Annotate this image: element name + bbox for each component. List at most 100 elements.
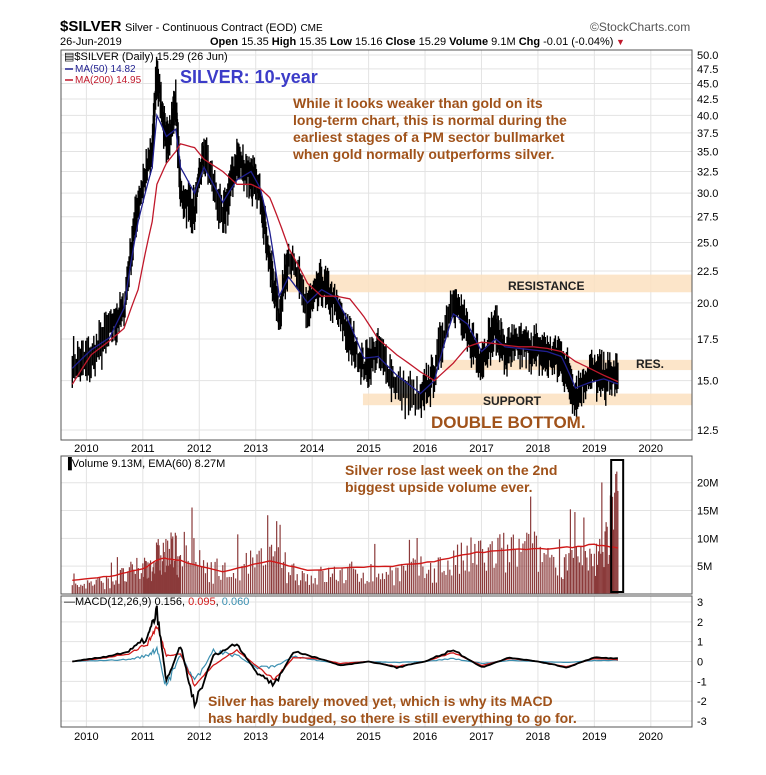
price-tick-label: 35.0 [697, 146, 718, 158]
macd-legend: —MACD(12,26,9) 0.156, 0.095, 0.060 [64, 596, 249, 608]
res-label: RES. [636, 357, 664, 371]
macd-x-tick-label: 2019 [582, 731, 606, 743]
macd-line [72, 605, 618, 710]
price-note-line: long-term chart, this is normal during t… [293, 112, 567, 128]
stockcharts-brand[interactable]: ©StockCharts.com [590, 20, 691, 34]
price-x-tick-label: 2020 [639, 443, 663, 455]
macd-legend-sep: , [216, 596, 222, 608]
low-value: 15.16 [354, 36, 383, 48]
volume-ema-line [72, 543, 619, 581]
chg-down-icon: ▼ [613, 37, 625, 47]
price-tick-label: 25.0 [697, 238, 718, 250]
chart-symbol-line: $SILVER Silver - Continuous Contract (EO… [60, 18, 323, 35]
macd-x-tick-label: 2016 [413, 731, 437, 743]
band-resistance [278, 274, 692, 293]
open-label: Open [210, 36, 239, 48]
close-value: 15.29 [418, 36, 447, 48]
open-value: 15.35 [241, 36, 269, 48]
ma200-legend: MA(200) 14.95 [75, 75, 142, 86]
macd-note-line: Silver has barely moved yet, which is wh… [208, 693, 553, 709]
macd-signal-value: 0.095 [188, 596, 216, 608]
price-x-tick-label: 2018 [526, 443, 550, 455]
price-tick-label: 22.5 [697, 266, 718, 278]
chart-symbol: $SILVER [60, 18, 122, 35]
macd-x-tick-label: 2020 [639, 731, 663, 743]
resistance-label: RESISTANCE [508, 279, 584, 293]
macd-x-tick-label: 2013 [243, 731, 267, 743]
chg-value: -0.01 (-0.04%) [543, 36, 614, 48]
price-x-tick-label: 2014 [300, 443, 324, 455]
price-x-tick-label: 2017 [469, 443, 493, 455]
price-tick-label: 47.5 [697, 64, 718, 76]
volume-tick-label: 10M [697, 533, 718, 545]
macd-note-line: has hardly budged, so there is still eve… [208, 710, 577, 726]
macd-histogram [72, 645, 618, 687]
ma50-line [71, 112, 619, 395]
price-x-tick-label: 2015 [356, 443, 380, 455]
price-tick-label: 20.0 [697, 298, 718, 310]
chg-label: Chg [518, 36, 541, 48]
macd-signal-line [72, 625, 619, 687]
chart-title: SILVER: 10-year [180, 67, 318, 87]
double-bottom-label: DOUBLE BOTTOM. [431, 413, 586, 432]
volume-highlight-box [610, 459, 625, 593]
volume-legend: ▐Volume 9.13M, EMA(60) 8.27M [64, 456, 225, 471]
price-x-tick-label: 2013 [243, 443, 267, 455]
macd-series [72, 605, 619, 710]
macd-tick-label: -2 [697, 696, 707, 708]
price-series [71, 56, 619, 420]
macd-tick-label: 2 [697, 617, 703, 629]
price-x-tick-label: 2010 [74, 443, 98, 455]
macd-x-tick-label: 2010 [74, 731, 98, 743]
high-label: High [271, 36, 297, 48]
ma50-legend: MA(50) 14.82 [75, 64, 136, 75]
price-tick-label: 50.0 [697, 50, 718, 62]
volume-series [71, 459, 625, 594]
volume-value: 9.1M [491, 36, 516, 48]
volume-tick-label: 5M [697, 561, 712, 573]
price-x-tick-label: 2019 [582, 443, 606, 455]
chart-exchange: CME [300, 23, 323, 34]
volume-note-line: Silver rose last week on the 2nd [345, 462, 557, 478]
price-note-line: While it looks weaker than gold on its [293, 95, 543, 111]
price-tick-label: 37.5 [697, 128, 718, 140]
price-note-line: when gold normally outperforms silver. [292, 146, 554, 162]
price-tick-label: 17.5 [697, 334, 718, 346]
macd-x-tick-label: 2012 [187, 731, 211, 743]
price-tick-label: 27.5 [697, 212, 718, 224]
volume-label: Volume [449, 36, 489, 48]
price-legend: ▤$SILVER (Daily) 15.29 (26 Jun) [64, 51, 228, 63]
price-x-tick-label: 2012 [187, 443, 211, 455]
high-value: 15.35 [299, 36, 327, 48]
band-support [362, 393, 692, 406]
price-tick-label: 30.0 [697, 188, 718, 200]
macd-x-tick-label: 2011 [131, 731, 155, 743]
price-note-line: earliest stages of a PM sector bullmarke… [293, 129, 565, 145]
low-label: Low [329, 36, 352, 48]
macd-x-tick-label: 2015 [356, 731, 380, 743]
panel-frame [60, 49, 693, 441]
quote-line: Open 15.35 High 15.35 Low 15.16 Close 15… [210, 36, 625, 48]
price-tick-label: 42.5 [697, 94, 718, 106]
macd-x-tick-label: 2018 [526, 731, 550, 743]
price-x-tick-label: 2011 [131, 443, 155, 455]
panel-frames [60, 49, 693, 728]
panel-frame [60, 455, 693, 595]
volume-note-line: biggest upside volume ever. [345, 479, 533, 495]
macd-tick-label: 3 [697, 597, 703, 609]
panel-frame [60, 595, 693, 728]
volume-tick-label: 20M [697, 478, 718, 490]
ma200-line [71, 143, 619, 385]
quote-date: 26-Jun-2019 [60, 36, 122, 48]
close-label: Close [385, 36, 416, 48]
macd-tick-label: -1 [697, 676, 707, 688]
price-tick-label: 45.0 [697, 79, 718, 91]
macd-legend-label: —MACD(12,26,9) 0.156, [64, 596, 188, 608]
macd-x-tick-label: 2017 [469, 731, 493, 743]
macd-hist-value: 0.060 [222, 596, 250, 608]
date-line: 26-Jun-2019 [60, 36, 690, 48]
chart-name: Silver - Continuous Contract (EOD) [125, 22, 297, 34]
macd-x-tick-label: 2014 [300, 731, 324, 743]
price-tick-label: 32.5 [697, 167, 718, 179]
